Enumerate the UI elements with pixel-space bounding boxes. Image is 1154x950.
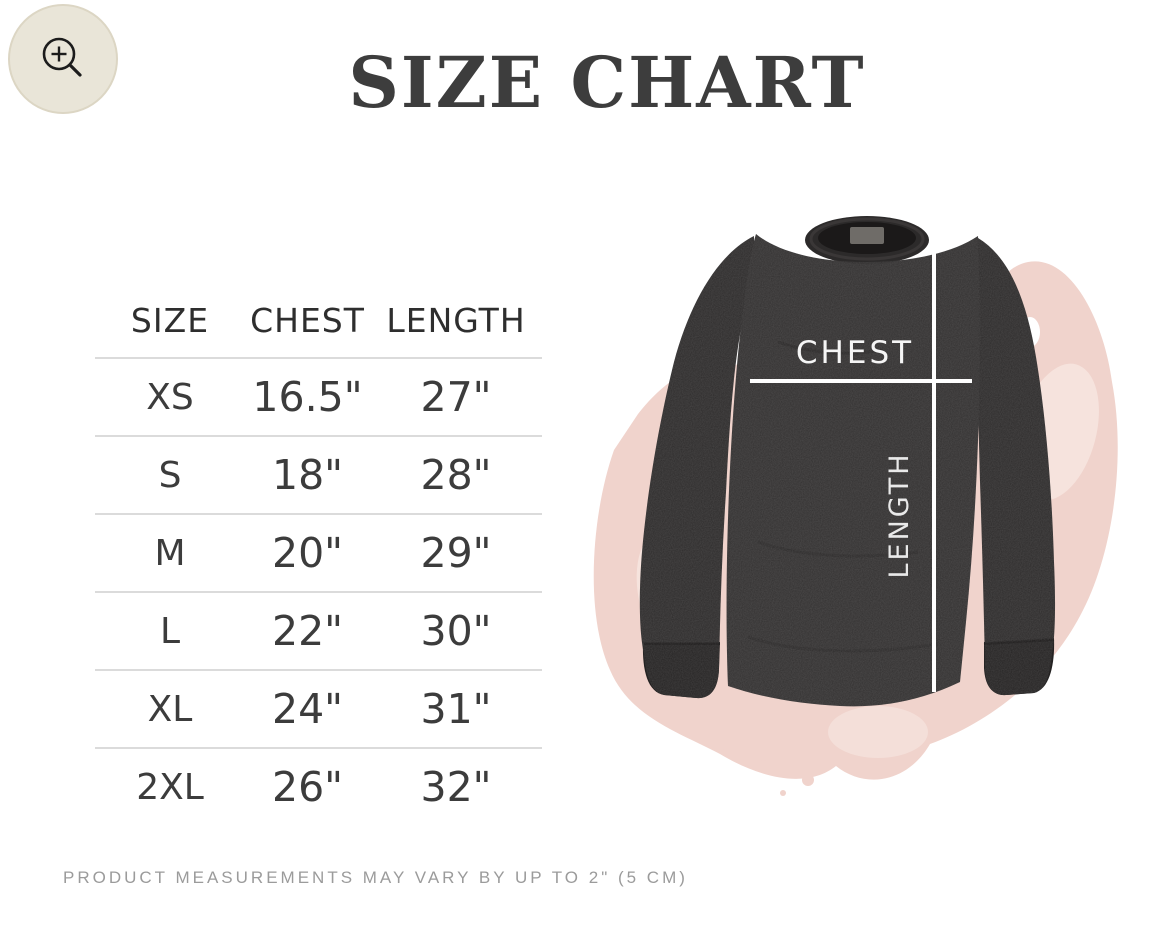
size-cell: M [154, 532, 186, 574]
length-cell: 29" [420, 529, 492, 577]
table-header-row: SIZE CHEST LENGTH [95, 283, 542, 358]
size-table: SIZE CHEST LENGTH XS 16.5" 27" S 18" 28" M 20" 2… [95, 283, 542, 825]
footer-note: PRODUCT MEASUREMENTS MAY VARY BY UP TO 2… [63, 868, 688, 887]
length-label: LENGTH [884, 451, 915, 578]
length-cell: 31" [420, 685, 492, 733]
zoom-button[interactable] [8, 4, 118, 114]
neck-tag [850, 227, 884, 244]
table-row: S 18" 28" [95, 436, 542, 514]
table-row: L 22" 30" [95, 592, 542, 670]
garment-illustration: CHEST LENGTH [593, 216, 1118, 796]
table-row: M 20" 29" [95, 514, 542, 592]
chest-cell: 18" [271, 451, 344, 499]
header-length: LENGTH [386, 300, 526, 340]
size-cell: 2XL [136, 766, 204, 808]
length-cell: 30" [420, 607, 492, 655]
header-chest: CHEST [250, 300, 365, 340]
measurement-lines: CHEST LENGTH [750, 240, 972, 692]
table-row: XL 24" 31" [95, 670, 542, 748]
table-row: XS 16.5" 27" [95, 358, 542, 436]
chest-label: CHEST [796, 335, 914, 371]
chest-cell: 16.5" [252, 373, 363, 421]
size-table-body: XS 16.5" 27" S 18" 28" M 20" 29" L 22" 30" XL 24" 31" 2… [95, 358, 542, 825]
shirt [639, 216, 1056, 707]
chest-cell: 26" [271, 763, 344, 811]
size-cell: L [159, 610, 181, 652]
zoom-in-icon [42, 37, 82, 77]
size-cell: XL [147, 688, 193, 730]
table-row: 2XL 26" 32" [95, 748, 542, 825]
page-title: SIZE CHART [348, 41, 866, 124]
size-cell: XS [146, 376, 194, 418]
length-cell: 32" [420, 763, 492, 811]
garment-diagram: CHEST LENGTH [578, 192, 1154, 804]
chest-cell: 20" [271, 529, 344, 577]
length-cell: 28" [420, 451, 492, 499]
header-size: SIZE [130, 300, 210, 340]
chest-cell: 22" [271, 607, 344, 655]
chest-cell: 24" [271, 685, 344, 733]
length-cell: 27" [420, 373, 492, 421]
size-cell: S [158, 454, 182, 496]
